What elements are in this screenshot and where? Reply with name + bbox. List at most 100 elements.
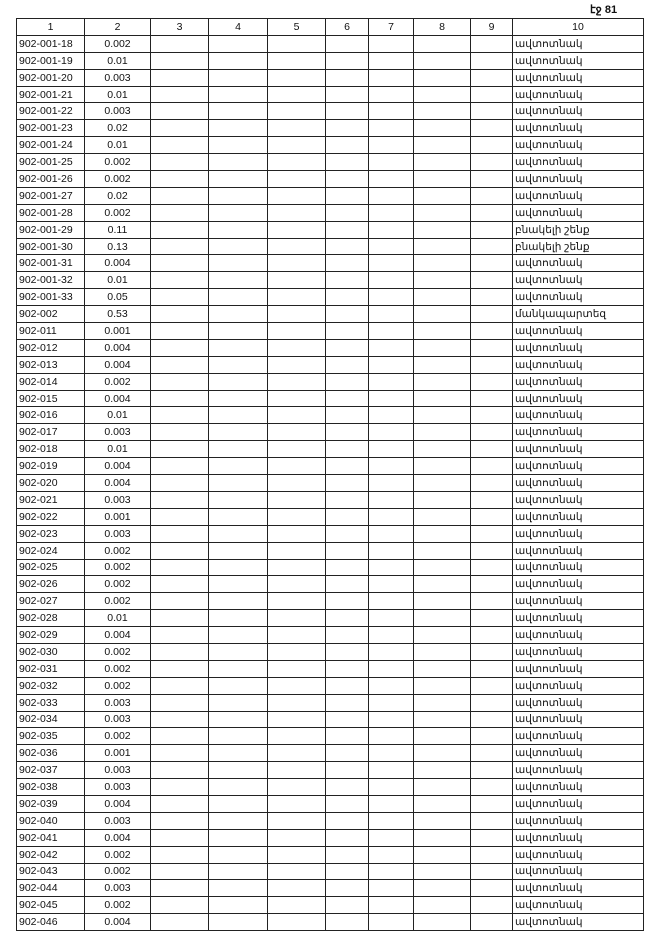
area-cell: 0.003 bbox=[84, 693, 151, 712]
empty-cell bbox=[208, 457, 268, 476]
empty-cell bbox=[368, 524, 414, 543]
empty-cell bbox=[368, 406, 414, 425]
parcel-code-cell: 902-001-29 bbox=[16, 220, 85, 239]
empty-cell bbox=[150, 170, 209, 188]
empty-cell bbox=[470, 609, 513, 628]
purpose-cell: ավտոտնակ bbox=[512, 642, 644, 661]
purpose-cell: ավտոտնակ bbox=[512, 102, 644, 121]
empty-cell bbox=[470, 676, 513, 695]
empty-cell bbox=[413, 355, 471, 374]
area-cell: 0.002 bbox=[84, 372, 151, 391]
empty-cell bbox=[208, 237, 268, 256]
empty-cell bbox=[267, 676, 326, 695]
parcel-code-cell: 902-016 bbox=[16, 406, 85, 425]
empty-cell bbox=[208, 845, 268, 864]
empty-cell bbox=[267, 85, 326, 104]
empty-cell bbox=[325, 845, 369, 864]
empty-cell bbox=[470, 558, 513, 577]
parcel-code-cell: 902-027 bbox=[16, 592, 85, 611]
empty-cell bbox=[150, 34, 209, 53]
empty-cell bbox=[208, 85, 268, 104]
empty-cell bbox=[368, 338, 414, 357]
parcel-code-cell: 902-036 bbox=[16, 744, 85, 763]
area-cell: 0.003 bbox=[84, 761, 151, 780]
parcel-code-cell: 902-001-32 bbox=[16, 271, 85, 290]
empty-cell bbox=[413, 811, 471, 830]
parcel-code-cell: 902-031 bbox=[16, 659, 85, 678]
empty-cell bbox=[413, 338, 471, 357]
empty-cell bbox=[325, 642, 369, 661]
empty-cell bbox=[267, 170, 326, 188]
empty-cell bbox=[470, 305, 513, 324]
empty-cell bbox=[267, 102, 326, 121]
empty-cell bbox=[325, 119, 369, 138]
purpose-cell: ավտոտնակ bbox=[512, 507, 644, 526]
empty-cell bbox=[208, 659, 268, 678]
empty-cell bbox=[470, 271, 513, 290]
empty-cell bbox=[413, 642, 471, 661]
column-header: 9 bbox=[470, 18, 513, 36]
empty-cell bbox=[470, 778, 513, 796]
table-row: 902-018 0.01 ավտոտնակ bbox=[16, 440, 644, 459]
purpose-cell: ավտոտնակ bbox=[512, 896, 644, 915]
empty-cell bbox=[208, 710, 268, 729]
table-row: 902-013 0.004 ավտոտնակ bbox=[16, 355, 644, 374]
empty-cell bbox=[325, 659, 369, 678]
empty-cell bbox=[208, 271, 268, 290]
empty-cell bbox=[470, 34, 513, 53]
area-cell: 0.003 bbox=[84, 68, 151, 87]
parcel-code-cell: 902-001-24 bbox=[16, 136, 85, 155]
empty-cell bbox=[208, 102, 268, 121]
purpose-cell: ավտոտնակ bbox=[512, 136, 644, 155]
empty-cell bbox=[150, 457, 209, 476]
table-row: 902-017 0.003 ավտոտնակ bbox=[16, 423, 644, 442]
purpose-cell: ավտոտնակ bbox=[512, 153, 644, 172]
empty-cell bbox=[267, 186, 326, 205]
empty-cell bbox=[368, 811, 414, 830]
empty-cell bbox=[267, 659, 326, 678]
empty-cell bbox=[470, 879, 513, 898]
empty-cell bbox=[413, 913, 471, 932]
empty-cell bbox=[470, 203, 513, 222]
empty-cell bbox=[368, 541, 414, 560]
area-cell: 0.01 bbox=[84, 51, 151, 70]
purpose-cell: բնակելի շենք bbox=[512, 237, 644, 256]
empty-cell bbox=[150, 727, 209, 746]
empty-cell bbox=[325, 440, 369, 459]
empty-cell bbox=[368, 136, 414, 155]
table-row: 902-001-31 0.004 ավտոտնակ bbox=[16, 254, 644, 273]
table-row: 902-012 0.004 ավտոտնակ bbox=[16, 338, 644, 357]
empty-cell bbox=[368, 119, 414, 138]
parcel-code-cell: 902-001-26 bbox=[16, 170, 85, 188]
parcel-code-cell: 902-032 bbox=[16, 676, 85, 695]
empty-cell bbox=[325, 626, 369, 644]
area-cell: 0.004 bbox=[84, 355, 151, 374]
area-cell: 0.001 bbox=[84, 744, 151, 763]
area-cell: 0.002 bbox=[84, 896, 151, 915]
empty-cell bbox=[325, 423, 369, 442]
parcel-code-cell: 902-044 bbox=[16, 879, 85, 898]
purpose-cell: ավտոտնակ bbox=[512, 913, 644, 932]
empty-cell bbox=[413, 271, 471, 290]
purpose-cell: ավտոտնակ bbox=[512, 338, 644, 357]
area-cell: 0.004 bbox=[84, 457, 151, 476]
purpose-cell: ավտոտնակ bbox=[512, 676, 644, 695]
empty-cell bbox=[368, 913, 414, 932]
purpose-cell: ավտոտնակ bbox=[512, 186, 644, 205]
area-cell: 0.004 bbox=[84, 913, 151, 932]
area-cell: 0.002 bbox=[84, 845, 151, 864]
empty-cell bbox=[470, 811, 513, 830]
empty-cell bbox=[267, 389, 326, 408]
empty-cell bbox=[150, 389, 209, 408]
empty-cell bbox=[413, 896, 471, 915]
empty-cell bbox=[150, 288, 209, 307]
area-cell: 0.002 bbox=[84, 592, 151, 611]
purpose-cell: ավտոտնակ bbox=[512, 744, 644, 763]
empty-cell bbox=[325, 322, 369, 340]
empty-cell bbox=[368, 761, 414, 780]
purpose-cell: ավտոտնակ bbox=[512, 490, 644, 509]
empty-cell bbox=[208, 51, 268, 70]
empty-cell bbox=[150, 811, 209, 830]
purpose-cell: ավտոտնակ bbox=[512, 879, 644, 898]
empty-cell bbox=[267, 626, 326, 644]
